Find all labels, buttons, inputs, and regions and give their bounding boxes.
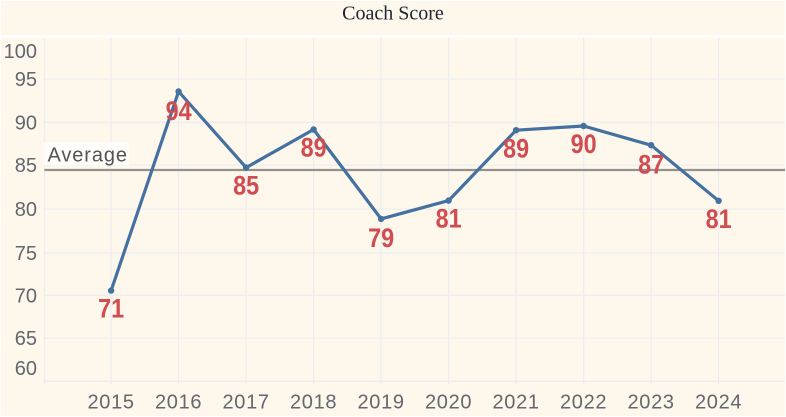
svg-text:85: 85 — [233, 171, 259, 201]
svg-text:80: 80 — [15, 199, 37, 221]
svg-text:2018: 2018 — [290, 392, 337, 414]
svg-text:95: 95 — [15, 69, 37, 91]
svg-text:100: 100 — [4, 41, 37, 63]
svg-text:81: 81 — [436, 204, 462, 234]
svg-text:2023: 2023 — [627, 392, 674, 414]
svg-text:90: 90 — [15, 112, 37, 134]
svg-text:85: 85 — [15, 155, 37, 177]
svg-text:2016: 2016 — [155, 392, 202, 414]
svg-text:60: 60 — [15, 358, 37, 380]
svg-text:Average: Average — [48, 144, 128, 166]
svg-text:2019: 2019 — [357, 392, 404, 414]
svg-text:2017: 2017 — [222, 392, 269, 414]
svg-text:Coach Score: Coach Score — [342, 3, 444, 25]
svg-text:2022: 2022 — [560, 392, 607, 414]
svg-text:2024: 2024 — [695, 392, 742, 414]
svg-text:90: 90 — [571, 129, 597, 159]
svg-text:71: 71 — [98, 294, 124, 324]
svg-text:89: 89 — [503, 133, 529, 163]
svg-text:81: 81 — [706, 204, 732, 234]
svg-text:87: 87 — [638, 150, 664, 180]
svg-text:79: 79 — [368, 223, 394, 253]
svg-text:89: 89 — [301, 133, 327, 163]
svg-text:94: 94 — [166, 96, 192, 126]
svg-text:75: 75 — [15, 243, 37, 265]
svg-text:65: 65 — [15, 328, 37, 350]
svg-text:2015: 2015 — [87, 392, 134, 414]
svg-text:70: 70 — [15, 285, 37, 307]
svg-text:2020: 2020 — [425, 392, 472, 414]
svg-text:2021: 2021 — [492, 392, 539, 414]
